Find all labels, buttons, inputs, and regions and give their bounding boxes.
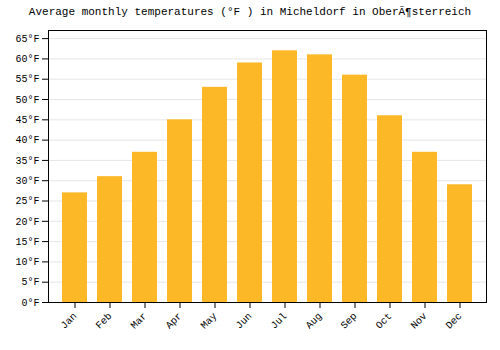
svg-text:5°F: 5°F — [21, 277, 39, 288]
html-text:Average monthly temperatures (: Average monthly temperatures (°F ) in Mi… — [28, 6, 472, 18]
svg-text:Jun: Jun — [234, 311, 255, 332]
svg-text:10°F: 10°F — [15, 257, 39, 268]
svg-text:May: May — [199, 311, 220, 332]
svg-text:55°F: 55°F — [15, 74, 39, 85]
svg-text:Aug: Aug — [304, 311, 325, 332]
svg-text:Apr: Apr — [164, 311, 185, 332]
svg-text:Jul: Jul — [269, 311, 290, 332]
svg-text:Feb: Feb — [94, 311, 115, 332]
svg-text:25°F: 25°F — [15, 196, 39, 207]
svg-text:15°F: 15°F — [15, 237, 39, 248]
svg-text:30°F: 30°F — [15, 176, 39, 187]
svg-text:Nov: Nov — [409, 311, 430, 332]
svg-text:Oct: Oct — [374, 311, 395, 332]
svg-text:35°F: 35°F — [15, 156, 39, 167]
svg-text:0°F: 0°F — [21, 298, 39, 309]
svg-text:Jan: Jan — [59, 311, 80, 332]
svg-text:Sep: Sep — [339, 311, 360, 332]
svg-text:65°F: 65°F — [15, 34, 39, 45]
svg-text:Mar: Mar — [129, 311, 150, 332]
svg-text:40°F: 40°F — [15, 135, 39, 146]
svg-text:45°F: 45°F — [15, 115, 39, 126]
svg-text:20°F: 20°F — [15, 217, 39, 228]
svg-text:60°F: 60°F — [15, 54, 39, 65]
svg-text:Dec: Dec — [444, 311, 465, 332]
svg-text:50°F: 50°F — [15, 95, 39, 106]
